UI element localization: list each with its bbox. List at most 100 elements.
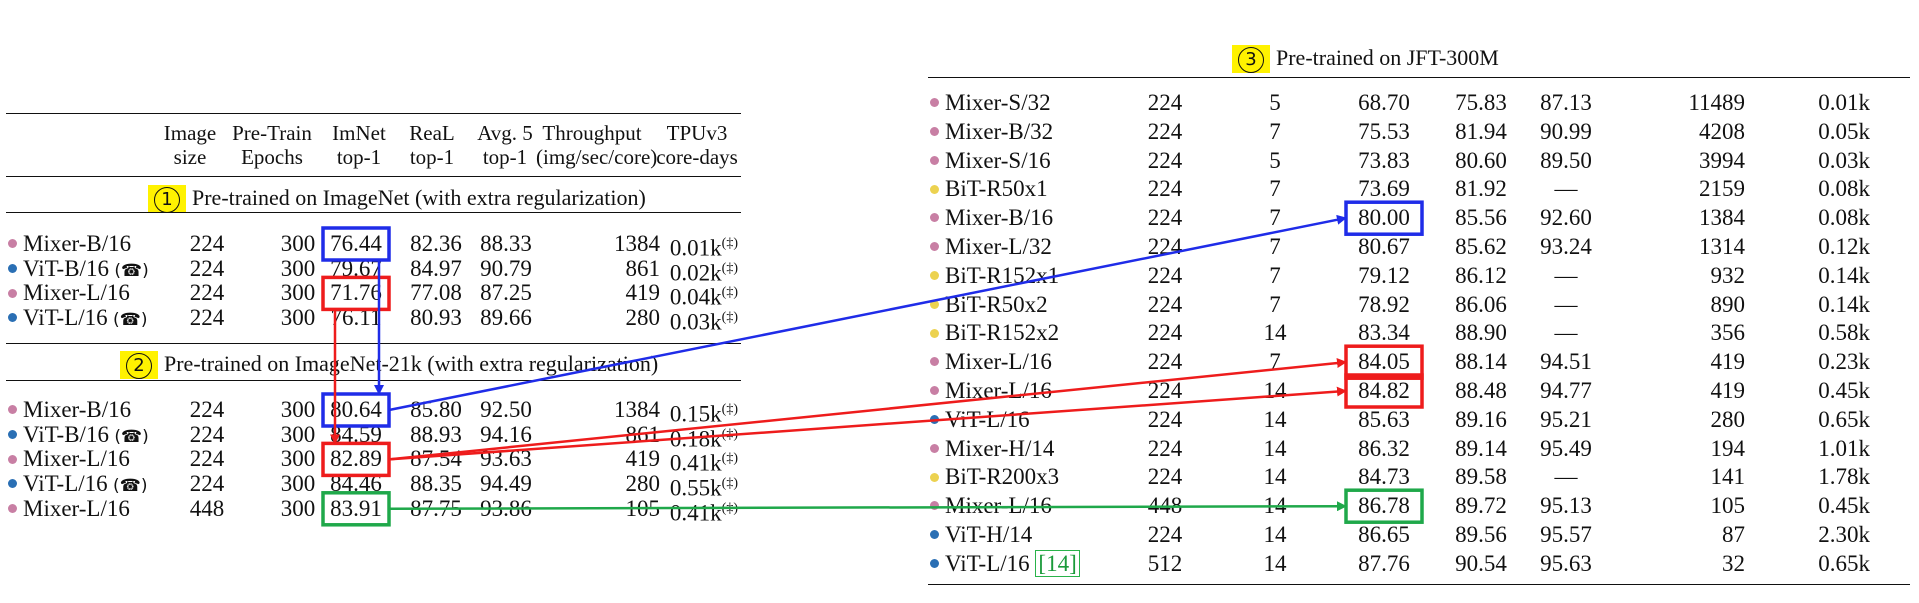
model-label: Mixer-B/16 xyxy=(945,205,1054,231)
section-label: Pre-trained on ImageNet (with extra regu… xyxy=(192,185,646,210)
vit-dot-marker xyxy=(8,313,17,323)
model-label: Mixer-L/16 xyxy=(23,280,130,306)
epochs: 14 xyxy=(1263,522,1287,547)
throughput: 194 xyxy=(1710,435,1746,461)
tpu-core-days: 1.01k xyxy=(1818,435,1870,461)
avg5-top1: 95.21 xyxy=(1540,406,1592,432)
col-header: Avg. 5 top-1 xyxy=(470,121,540,169)
model-label: BiT-R152x1 xyxy=(945,262,1060,288)
image-size: 224 xyxy=(1147,147,1183,173)
col-header-line2: (img/sec/core) xyxy=(536,145,658,169)
image-size: 448 xyxy=(189,495,225,521)
imnet-top1: 71.76 xyxy=(330,280,382,306)
avg5-top1: — xyxy=(1554,291,1578,317)
col-header-line1: Avg. 5 xyxy=(477,121,533,145)
mixer-dot-marker xyxy=(930,127,939,137)
bit-dot-marker xyxy=(930,184,939,194)
vit-dot-marker xyxy=(930,559,939,569)
real-top1: 88.14 xyxy=(1455,349,1507,375)
mixer-dot-marker xyxy=(8,239,17,249)
right-bottom-rule xyxy=(928,584,1910,585)
bit-dot-marker xyxy=(930,299,939,309)
tpu-value: 0.55k xyxy=(669,475,722,501)
imnet-top1: 84.05 xyxy=(1358,349,1410,375)
model-label: Mixer-L/16 xyxy=(23,495,130,521)
epochs: 7 xyxy=(1269,176,1281,202)
throughput: 1384 xyxy=(614,397,660,422)
throughput: 356 xyxy=(1710,320,1746,346)
imnet-top1: 76.44 xyxy=(330,231,382,256)
real-top1: 89.16 xyxy=(1455,406,1507,432)
mixer-dot-marker xyxy=(930,155,939,165)
tpu-core-days: 0.65k xyxy=(1818,550,1870,576)
mixer-dot-marker xyxy=(8,288,17,298)
tpu-value: 0.02k xyxy=(669,260,722,286)
model-label: BiT-R50x1 xyxy=(945,176,1048,202)
image-size: 224 xyxy=(1147,349,1183,375)
image-size: 224 xyxy=(189,446,225,472)
real-top1: 89.56 xyxy=(1455,522,1507,547)
model-label: Mixer-L/16 xyxy=(23,446,130,472)
avg5-top1: — xyxy=(1554,320,1578,346)
model-label: Mixer-S/16 xyxy=(945,147,1051,173)
model-label: Mixer-L/16 xyxy=(945,493,1052,519)
image-size: 224 xyxy=(189,421,225,447)
image-size: 224 xyxy=(189,255,225,281)
avg5-top1: 92.60 xyxy=(1540,205,1592,231)
imnet-top1: 83.34 xyxy=(1358,320,1410,346)
col-header: Throughput (img/sec/core) xyxy=(536,121,658,169)
imnet-top1: 82.89 xyxy=(330,446,382,472)
avg5-top1: 95.13 xyxy=(1540,493,1592,519)
epochs: 14 xyxy=(1263,464,1287,490)
model-name: Mixer-S/16 xyxy=(930,147,1051,175)
section-number-badge: 2 xyxy=(120,351,158,379)
model-label: ViT-L/16 xyxy=(945,550,1030,576)
imnet-top1: 87.76 xyxy=(1358,550,1410,576)
model-name: Mixer-B/16 xyxy=(8,230,131,258)
avg5-top1: — xyxy=(1554,464,1578,490)
citation-link[interactable]: [14] xyxy=(1035,549,1080,577)
throughput: 419 xyxy=(1710,378,1746,403)
mixer-dot-marker xyxy=(930,386,939,396)
tpu-core-days: 0.55k(‡) xyxy=(650,470,738,503)
tpu-core-days: 0.41k(‡) xyxy=(650,495,738,528)
throughput: 280 xyxy=(625,305,661,331)
avg5-top1: 87.13 xyxy=(1540,90,1592,115)
epochs: 7 xyxy=(1269,205,1281,231)
real-top1: 80.93 xyxy=(410,305,462,331)
real-top1: 85.56 xyxy=(1455,205,1507,231)
imnet-top1: 75.53 xyxy=(1358,118,1410,144)
avg5-top1: 94.16 xyxy=(480,421,532,447)
model-name: Mixer-B/16 xyxy=(930,204,1053,232)
image-size: 224 xyxy=(189,471,225,497)
epochs: 7 xyxy=(1269,234,1281,259)
tpu-core-days: 0.03k xyxy=(1818,147,1870,173)
epochs: 300 xyxy=(280,255,316,281)
col-header-line2: size xyxy=(173,145,207,169)
mixer-dot-marker xyxy=(8,454,17,464)
real-top1: 82.36 xyxy=(410,231,462,256)
dagger-note: (‡) xyxy=(721,285,738,301)
section-number-badge: 3 xyxy=(1232,45,1270,73)
model-name: ViT-L/16 (☎) xyxy=(8,304,148,334)
col-header: Pre-Train Epochs xyxy=(228,121,316,169)
col-header-line1: ReaL xyxy=(409,121,455,145)
dagger-note: (‡) xyxy=(721,451,738,467)
tpu-core-days: 0.08k xyxy=(1818,176,1870,202)
avg5-top1: — xyxy=(1554,262,1578,288)
image-size: 224 xyxy=(1147,522,1183,547)
col-header-line1: TPUv3 xyxy=(666,121,728,145)
image-size: 224 xyxy=(1147,464,1183,490)
real-top1: 77.08 xyxy=(410,280,462,306)
model-name: BiT-R200x3 xyxy=(930,463,1059,491)
image-size: 224 xyxy=(189,305,225,331)
model-name: Mixer-L/16 xyxy=(930,377,1052,405)
tpu-value: 0.03k xyxy=(669,309,722,335)
avg5-top1: 94.51 xyxy=(1540,349,1592,375)
col-header: TPUv3 core-days xyxy=(652,121,742,169)
model-name: Mixer-B/16 xyxy=(8,396,131,424)
section-number-badge: 1 xyxy=(148,185,186,213)
col-header-line2: core-days xyxy=(656,145,738,169)
tpu-core-days: 0.12k xyxy=(1818,234,1870,259)
